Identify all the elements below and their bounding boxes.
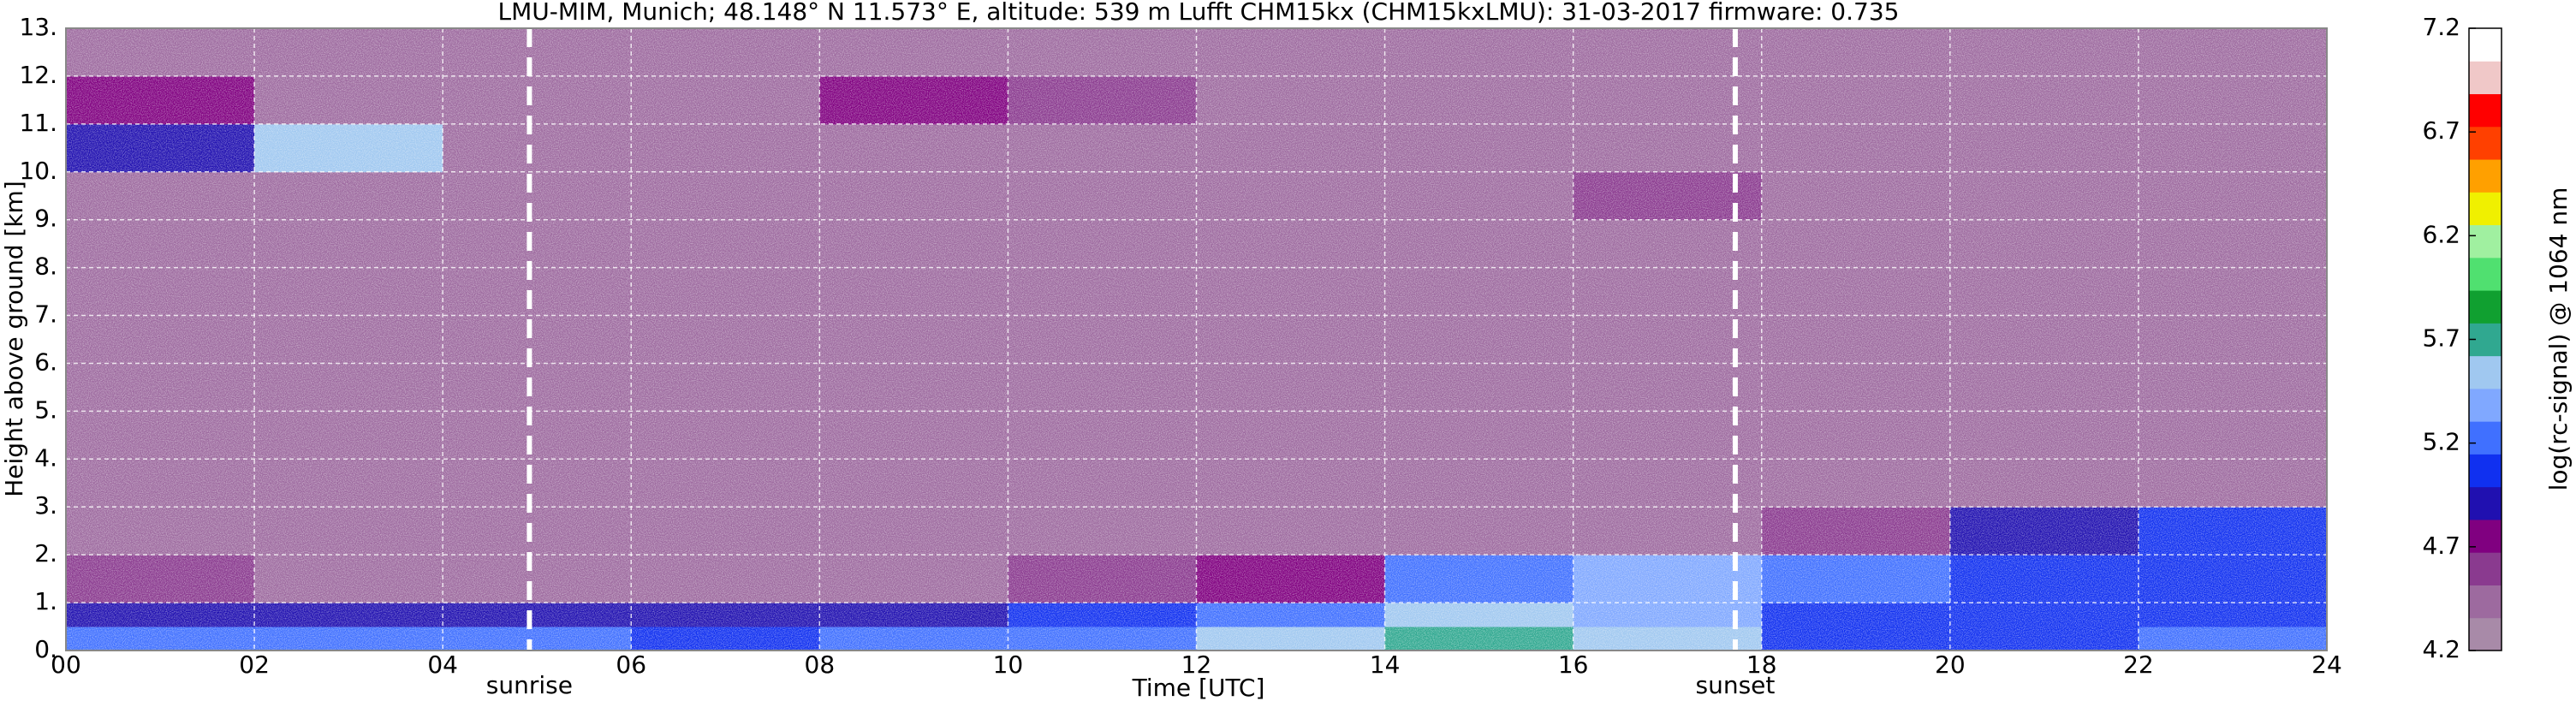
- colorbar-segment: [2469, 519, 2502, 553]
- colorbar-segment: [2469, 257, 2502, 291]
- y-tick-label: 8.: [34, 253, 57, 281]
- y-axis-label: Height above ground [km]: [0, 181, 28, 497]
- x-tick-label: 14: [1370, 651, 1401, 679]
- y-tick-label: 0.: [34, 635, 57, 663]
- colorbar-segment: [2469, 552, 2502, 585]
- y-tick-label: 12.: [19, 61, 57, 89]
- x-tick-label: 22: [2123, 651, 2154, 679]
- plot-frame: [65, 27, 2328, 651]
- y-tick-label: 11.: [19, 109, 57, 137]
- y-tick-label: 2.: [34, 539, 57, 567]
- colorbar-segment: [2469, 454, 2502, 488]
- colorbar-tick-label: 5.7: [2422, 324, 2460, 353]
- chart-title: LMU-MIM, Munich; 48.148° N 11.573° E, al…: [498, 0, 1900, 26]
- x-tick-label: 24: [2311, 651, 2342, 679]
- y-tick-label: 13.: [19, 13, 57, 41]
- x-tick-label: 02: [239, 651, 270, 679]
- y-tick-label: 4.: [34, 443, 57, 472]
- x-tick-label: 00: [51, 651, 81, 679]
- colorbar-segment: [2469, 617, 2502, 651]
- colorbar-segment: [2469, 388, 2502, 422]
- colorbar-segment: [2469, 290, 2502, 324]
- colorbar-segment: [2469, 585, 2502, 619]
- y-tick-label: 1.: [34, 587, 57, 615]
- x-tick-label: 10: [993, 651, 1024, 679]
- colorbar-segment: [2469, 192, 2502, 226]
- colorbar-segment: [2469, 61, 2502, 95]
- y-tick-label: 3.: [34, 491, 57, 520]
- colorbar-segment: [2469, 224, 2502, 258]
- colorbar-tick-label: 7.2: [2422, 13, 2460, 41]
- colorbar-tick-label: 5.2: [2422, 428, 2460, 456]
- y-tick-label: 10.: [19, 157, 57, 185]
- colorbar-segment: [2469, 28, 2502, 62]
- colorbar-segment: [2469, 159, 2502, 193]
- colorbar-segment: [2469, 93, 2502, 128]
- annotation-label: sunrise: [486, 671, 573, 699]
- y-tick-label: 6.: [34, 348, 57, 376]
- colorbar-tick-label: 6.2: [2422, 220, 2460, 248]
- x-tick-label: 04: [427, 651, 458, 679]
- x-tick-label: 20: [1935, 651, 1966, 679]
- colorbar-tick-label: 6.7: [2422, 116, 2460, 145]
- colorbar-segment: [2469, 355, 2502, 389]
- colorbar-label: log(rc-signal) @ 1064 nm: [2544, 187, 2573, 491]
- colorbar-tick-label: 4.7: [2422, 532, 2460, 560]
- x-tick-label: 08: [805, 651, 836, 679]
- colorbar-segment: [2469, 421, 2502, 454]
- x-axis-label: Time [UTC]: [1132, 674, 1265, 702]
- colorbar-tick-label: 4.2: [2422, 635, 2460, 663]
- x-tick-label: 12: [1181, 651, 1212, 679]
- y-tick-label: 7.: [34, 300, 57, 329]
- x-tick-label: 16: [1558, 651, 1589, 679]
- y-tick-label: 9.: [34, 205, 57, 233]
- annotation-label: sunset: [1696, 671, 1776, 699]
- x-tick-label: 06: [616, 651, 646, 679]
- x-tick-label: 18: [1746, 651, 1777, 679]
- y-tick-label: 5.: [34, 395, 57, 424]
- colorbar-segment: [2469, 486, 2502, 520]
